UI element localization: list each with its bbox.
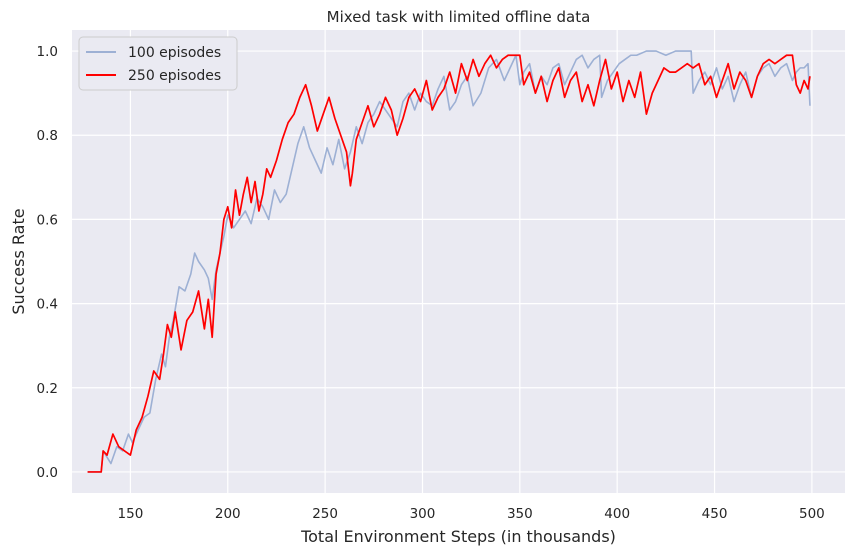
x-tick-label: 450: [702, 506, 728, 522]
legend-label-100-episodes: 100 episodes: [128, 45, 221, 61]
y-tick-label: 0.6: [37, 212, 58, 228]
y-tick-label: 0.0: [37, 465, 58, 481]
chart-title: Mixed task with limited offline data: [327, 8, 591, 26]
legend: 100 episodes 250 episodes: [78, 36, 238, 91]
x-tick-label: 200: [215, 506, 241, 522]
x-tick-label: 150: [118, 506, 144, 522]
x-tick-label: 350: [507, 506, 533, 522]
y-tick-label: 0.8: [37, 128, 58, 144]
x-tick-label: 300: [410, 506, 436, 522]
series-line-250-episodes: [87, 54, 811, 473]
series-line-100-episodes: [87, 50, 811, 473]
series-group: [87, 50, 811, 473]
tick-labels: 150 200 250 300 350 400 450 500 0.0 0.2 0.4 0.6 0.8 1…: [37, 44, 825, 522]
y-tick-label: 0.2: [37, 381, 58, 397]
y-tick-label: 0.4: [37, 297, 58, 313]
x-tick-label: 400: [604, 506, 630, 522]
y-tick-label: 1.0: [37, 44, 58, 60]
y-axis-label: Success Rate: [9, 208, 28, 314]
x-tick-label: 500: [799, 506, 825, 522]
legend-label-250-episodes: 250 episodes: [128, 68, 221, 84]
x-axis-label: Total Environment Steps (in thousands): [300, 527, 616, 546]
legend-box: [78, 36, 238, 91]
plot-background: [72, 30, 845, 493]
x-tick-label: 250: [312, 506, 338, 522]
